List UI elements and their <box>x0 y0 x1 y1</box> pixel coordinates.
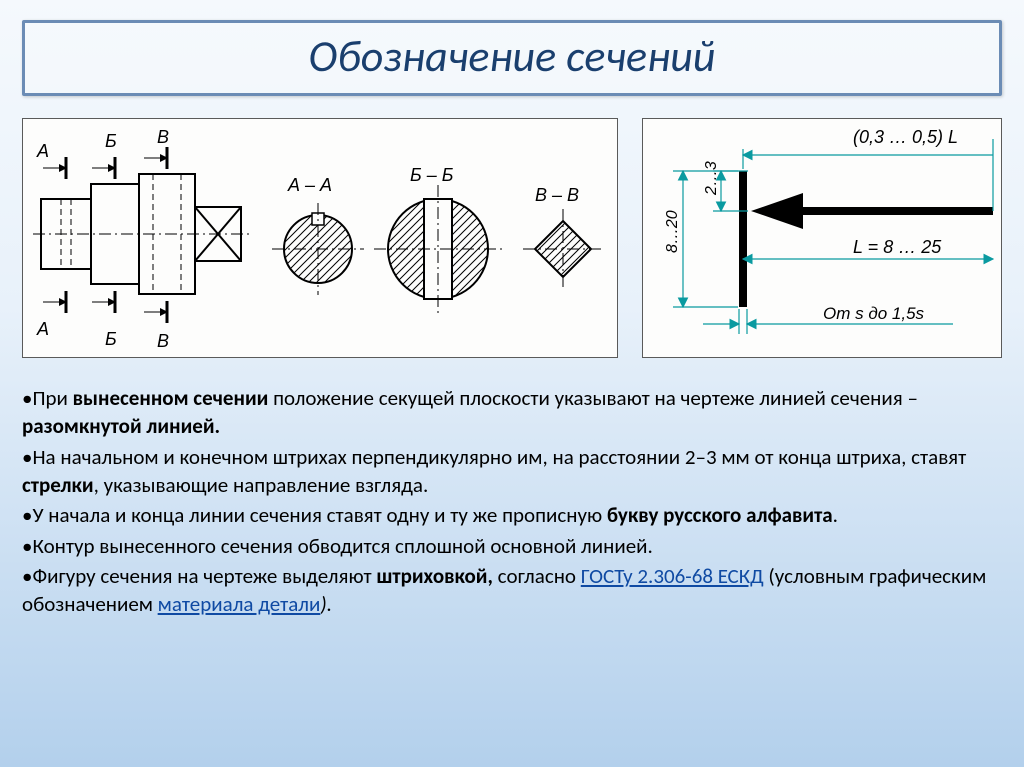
bullet-3: •У начала и конца линии сечения ставят о… <box>22 501 1002 529</box>
svg-text:А: А <box>36 141 49 161</box>
title-box: Обозначение сечений <box>22 20 1002 96</box>
page-title: Обозначение сечений <box>309 29 716 83</box>
bullet-2: •На начальном и конечном штрихах перпенд… <box>22 443 1002 500</box>
bullet-4: •Контур вынесенного сечения обводится сп… <box>22 532 1002 560</box>
svg-text:L = 8 … 25: L = 8 … 25 <box>853 237 942 257</box>
svg-text:8…20: 8…20 <box>664 210 681 253</box>
svg-text:В: В <box>157 331 169 351</box>
figure-sections: А Б В А Б В А – А Б – Б <box>22 118 618 358</box>
svg-text:От s до 1,5s: От s до 1,5s <box>823 304 925 323</box>
svg-text:(0,3 … 0,5) L: (0,3 … 0,5) L <box>853 127 958 147</box>
svg-text:В: В <box>157 127 169 147</box>
material-link[interactable]: материала детали <box>158 591 321 617</box>
figure-row: А Б В А Б В А – А Б – Б <box>22 118 1002 358</box>
svg-text:2…3: 2…3 <box>703 161 720 196</box>
bullet-5: •Фигуру сечения на чертеже выделяют штри… <box>22 562 1002 619</box>
svg-text:Б: Б <box>105 329 117 349</box>
svg-text:Б: Б <box>105 131 117 151</box>
gost-link[interactable]: ГОСТу 2.306-68 ЕСКД <box>581 563 764 589</box>
svg-text:А: А <box>36 319 49 339</box>
bullet-1: •При вынесенном сечении положение секуще… <box>22 384 1002 441</box>
svg-text:А – А: А – А <box>287 175 332 195</box>
svg-text:Б – Б: Б – Б <box>410 165 454 185</box>
figure-arrow-dimensions: (0,3 … 0,5) L 2…3 8…20 L = 8 … 25 От s д… <box>642 118 1002 358</box>
body-text: •При вынесенном сечении положение секуще… <box>22 384 1002 619</box>
svg-text:В – В: В – В <box>535 185 579 205</box>
